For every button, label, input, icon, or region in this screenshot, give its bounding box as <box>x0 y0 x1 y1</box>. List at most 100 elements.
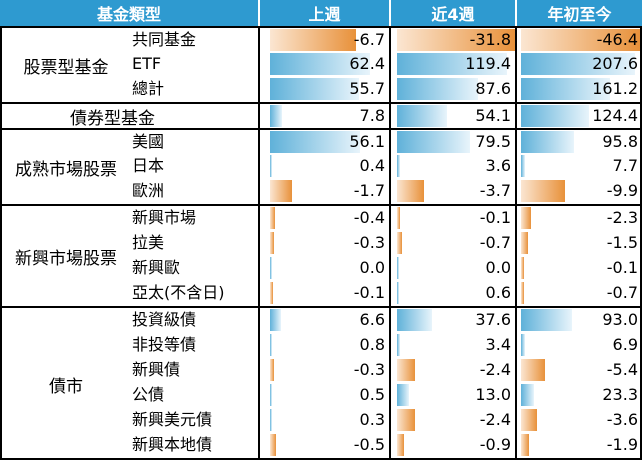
value-cell: 207.6 <box>517 53 642 75</box>
row-label: ETF <box>132 54 162 73</box>
value-text: 7.7 <box>612 156 638 175</box>
positive-bar <box>270 78 360 100</box>
value-text: -9.9 <box>606 181 638 200</box>
value-text: 0.0 <box>485 258 511 277</box>
value-text: 0.4 <box>359 156 385 175</box>
column-divider <box>515 26 517 460</box>
value-cell: 7.8 <box>260 105 389 127</box>
value-cell: -0.1 <box>517 257 642 279</box>
value-cell: 3.6 <box>391 155 515 177</box>
positive-bar <box>270 105 283 127</box>
value-cell: -2.4 <box>391 409 515 431</box>
value-cell: -6.7 <box>260 29 389 51</box>
positive-bar <box>397 155 401 177</box>
value-cell: 6.6 <box>260 309 389 331</box>
row-label: 非投等債 <box>132 335 197 354</box>
positive-bar <box>270 309 281 331</box>
table-row: 歐洲 -1.7 -3.7 -9.9 <box>0 179 642 204</box>
negative-bar <box>521 29 640 51</box>
positive-bar <box>270 257 272 279</box>
value-cell: -0.3 <box>260 232 389 254</box>
value-cell: 0.5 <box>260 384 389 406</box>
header-category: 基金類型 <box>0 0 258 26</box>
group-separator <box>0 128 642 130</box>
negative-bar <box>270 207 276 229</box>
positive-bar <box>270 384 272 406</box>
value-cell: -5.4 <box>517 359 642 381</box>
value-cell: -2.4 <box>391 359 515 381</box>
value-cell: 55.7 <box>260 78 389 100</box>
negative-bar <box>270 282 273 304</box>
value-cell: 0.4 <box>260 155 389 177</box>
value-cell: -0.5 <box>260 434 389 456</box>
negative-bar <box>521 282 525 304</box>
value-cell: -0.4 <box>260 207 389 229</box>
negative-bar <box>270 180 292 202</box>
value-text: -0.5 <box>353 435 385 454</box>
row-label: 新興市場 <box>132 208 197 227</box>
negative-bar <box>397 29 515 51</box>
positive-bar <box>521 384 534 406</box>
value-text: 3.4 <box>485 335 511 354</box>
value-text: 0.6 <box>485 283 511 302</box>
row-label: 日本 <box>132 156 165 175</box>
table-row: 投資級債 6.6 37.6 93.0 <box>0 308 642 333</box>
value-text: 23.3 <box>602 385 638 404</box>
value-text: -1.9 <box>606 435 638 454</box>
value-text: -3.7 <box>479 181 511 200</box>
value-text: 6.9 <box>612 335 638 354</box>
value-cell: 93.0 <box>517 309 642 331</box>
value-text: 79.5 <box>475 132 511 151</box>
table-row: 新興本地債 -0.5 -0.9 -1.9 <box>0 433 642 459</box>
value-cell: 0.0 <box>260 257 389 279</box>
value-text: -0.7 <box>606 283 638 302</box>
positive-bar <box>521 309 573 331</box>
value-text: -0.3 <box>353 233 385 252</box>
value-cell: 23.3 <box>517 384 642 406</box>
value-cell: 56.1 <box>260 131 389 153</box>
value-text: 13.0 <box>475 385 511 404</box>
negative-bar <box>397 409 415 431</box>
value-text: 62.4 <box>349 54 385 73</box>
column-divider <box>389 26 391 460</box>
row-label: 共同基金 <box>132 30 197 49</box>
table-row: 新興債 -0.3 -2.4 -5.4 <box>0 358 642 383</box>
row-label: 新興本地債 <box>132 435 213 454</box>
table-bottom-border <box>0 458 642 460</box>
row-label: 新興歐 <box>132 258 181 277</box>
value-text: 93.0 <box>602 310 638 329</box>
group-label: 成熟市場股票 <box>15 159 117 180</box>
table-row: 日本 0.4 3.6 7.7 <box>0 154 642 179</box>
value-cell: 95.8 <box>517 131 642 153</box>
negative-bar <box>270 434 277 456</box>
value-text: -2.4 <box>479 410 511 429</box>
value-cell: 7.7 <box>517 155 642 177</box>
value-cell: 119.4 <box>391 53 515 75</box>
value-cell: 13.0 <box>391 384 515 406</box>
negative-bar <box>521 257 524 279</box>
value-cell: -0.1 <box>260 282 389 304</box>
positive-bar <box>521 53 636 75</box>
group-separator <box>0 306 642 308</box>
value-text: -6.7 <box>353 30 385 49</box>
negative-bar <box>397 359 415 381</box>
value-text: -5.4 <box>606 360 638 379</box>
value-text: 54.1 <box>475 106 511 125</box>
table-row: 7.8 54.1 124.4 <box>0 104 642 128</box>
positive-bar <box>270 155 272 177</box>
negative-bar <box>270 232 274 254</box>
value-cell: 87.6 <box>391 78 515 100</box>
positive-bar <box>521 334 525 356</box>
value-text: 119.4 <box>465 54 511 73</box>
positive-bar <box>397 131 471 153</box>
value-text: -0.1 <box>353 283 385 302</box>
positive-bar <box>397 53 507 75</box>
row-label: 新興美元債 <box>132 410 213 429</box>
value-cell: 0.6 <box>391 282 515 304</box>
value-cell: 54.1 <box>391 105 515 127</box>
group-label: 新興市場股票 <box>15 248 117 269</box>
value-text: 95.8 <box>602 132 638 151</box>
header-4-weeks: 近4週 <box>391 0 515 26</box>
value-text: 0.5 <box>359 385 385 404</box>
table-row: 非投等債 0.8 3.4 6.9 <box>0 333 642 358</box>
